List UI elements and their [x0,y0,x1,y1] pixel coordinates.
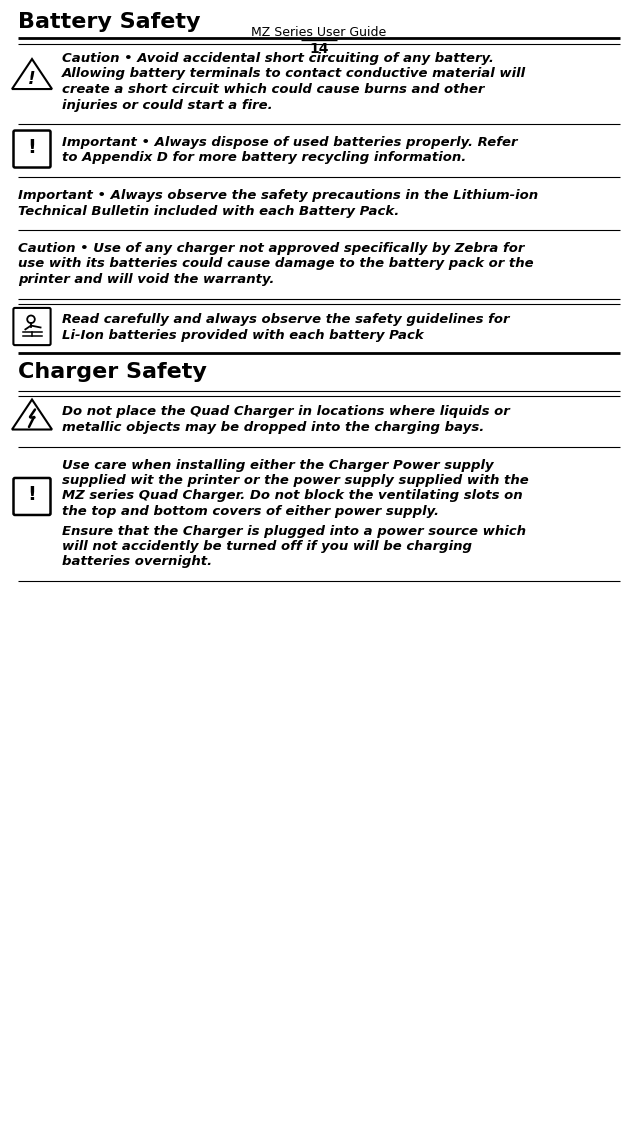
Text: metallic objects may be dropped into the charging bays.: metallic objects may be dropped into the… [62,421,484,434]
Text: Read carefully and always observe the safety guidelines for: Read carefully and always observe the sa… [62,314,510,326]
Text: Li-Ion batteries provided with each battery Pack: Li-Ion batteries provided with each batt… [62,329,424,342]
Text: MZ Series User Guide: MZ Series User Guide [251,26,387,38]
Text: the top and bottom covers of either power supply.: the top and bottom covers of either powe… [62,505,439,518]
Text: Use care when installing either the Charger Power supply: Use care when installing either the Char… [62,458,494,472]
Text: !: ! [27,138,36,157]
Text: injuries or could start a fire.: injuries or could start a fire. [62,98,272,111]
Text: Caution • Avoid accidental short circuiting of any battery.: Caution • Avoid accidental short circuit… [62,52,494,65]
Text: Technical Bulletin included with each Battery Pack.: Technical Bulletin included with each Ba… [18,205,399,217]
Text: supplied wit the printer or the power supply supplied with the: supplied wit the printer or the power su… [62,474,529,487]
Text: Important • Always observe the safety precautions in the Lithium-ion: Important • Always observe the safety pr… [18,189,538,201]
Text: batteries overnight.: batteries overnight. [62,556,212,568]
Text: Caution • Use of any charger not approved specifically by Zebra for: Caution • Use of any charger not approve… [18,242,524,255]
Text: use with its batteries could cause damage to the battery pack or the: use with its batteries could cause damag… [18,257,533,271]
Text: Battery Safety: Battery Safety [18,12,200,32]
Text: Ensure that the Charger is plugged into a power source which: Ensure that the Charger is plugged into … [62,524,526,538]
Text: will not accidently be turned off if you will be charging: will not accidently be turned off if you… [62,540,472,554]
Text: MZ series Quad Charger. Do not block the ventilating slots on: MZ series Quad Charger. Do not block the… [62,489,523,503]
Text: Do not place the Quad Charger in locations where liquids or: Do not place the Quad Charger in locatio… [62,405,510,419]
Text: !: ! [28,70,36,88]
Text: Charger Safety: Charger Safety [18,362,207,383]
Text: to Appendix D for more battery recycling information.: to Appendix D for more battery recycling… [62,152,466,164]
Text: create a short circuit which could cause burns and other: create a short circuit which could cause… [62,83,484,96]
Text: 14: 14 [309,42,329,55]
Text: !: ! [27,486,36,504]
Text: Important • Always dispose of used batteries properly. Refer: Important • Always dispose of used batte… [62,136,517,149]
Text: Allowing battery terminals to contact conductive material will: Allowing battery terminals to contact co… [62,68,526,80]
Text: printer and will void the warranty.: printer and will void the warranty. [18,273,274,286]
